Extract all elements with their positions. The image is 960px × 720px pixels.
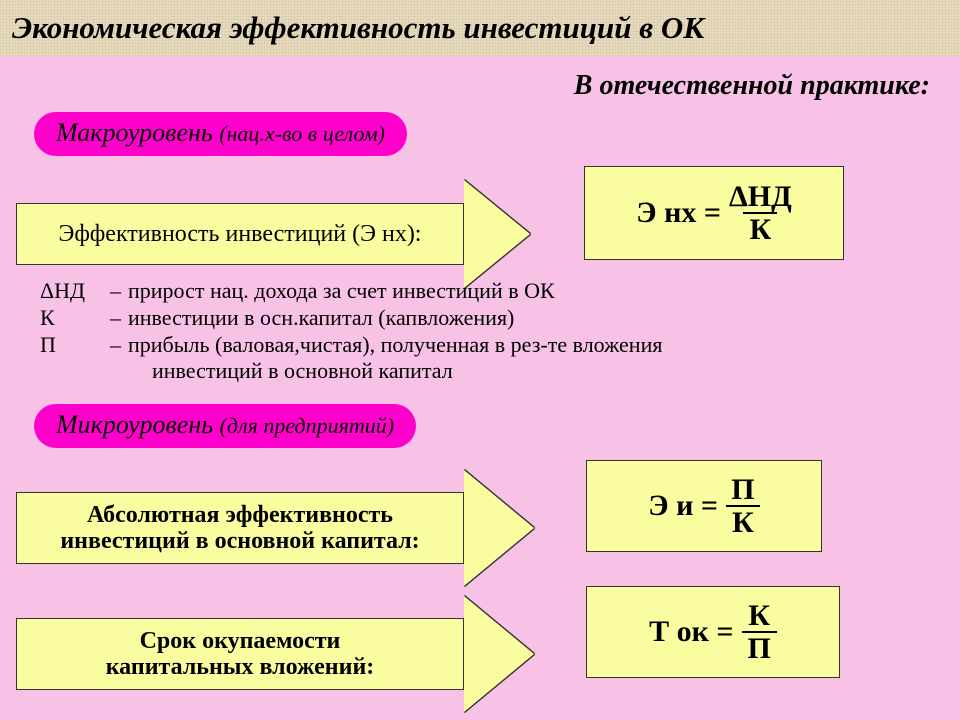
formula-tok-frac: К П — [742, 600, 777, 665]
formula-ei-den: К — [726, 505, 760, 539]
formula-enx-den: К — [743, 212, 777, 246]
arrow-payback-text: Срок окупаемостикапитальных вложений: — [106, 628, 375, 681]
arrow-abs-eff: Абсолютная эффективностьинвестиций в осн… — [16, 470, 534, 586]
formula-ei-frac: П К — [726, 474, 760, 539]
formula-enx-num: ΔНД — [729, 181, 792, 213]
formula-enx-frac: ΔНД К — [729, 181, 792, 246]
arrow-eff-nx-body: Эффективность инвестиций (Э нх): — [16, 203, 464, 265]
arrow-payback-body: Срок окупаемостикапитальных вложений: — [16, 618, 464, 690]
arrow-eff-nx: Эффективность инвестиций (Э нх): — [16, 180, 530, 288]
pill-micro: Микроуровень (для предприятий) — [34, 404, 416, 448]
formula-enx: Э нх = ΔНД К — [584, 166, 844, 260]
def-3-dash: – — [110, 332, 128, 359]
def-2-sym: К — [40, 305, 110, 332]
pill-micro-sub: (для предприятий) — [220, 413, 395, 438]
formula-tok: Т ок = К П — [586, 586, 840, 678]
arrow-abs-eff-text: Абсолютная эффективностьинвестиций в осн… — [60, 502, 419, 555]
subtitle: В отечественной практике: — [574, 70, 930, 102]
formula-tok-num: К — [748, 600, 770, 632]
def-row-2: К – инвестиции в осн.капитал (капвложени… — [40, 305, 920, 332]
arrow-payback: Срок окупаемостикапитальных вложений: — [16, 596, 534, 712]
pill-macro: Макроуровень (нац.х-во в целом) — [34, 112, 407, 156]
formula-tok-lhs: Т ок = — [649, 615, 733, 649]
arrow-payback-head-icon — [464, 596, 534, 712]
arrow-abs-eff-head-icon — [464, 470, 534, 586]
def-3-txt: прибыль (валовая,чистая), полученная в р… — [128, 332, 920, 359]
formula-ei-num: П — [731, 474, 754, 506]
arrow-eff-nx-text: Эффективность инвестиций (Э нх): — [59, 221, 422, 247]
pill-micro-main: Микроуровень — [56, 410, 220, 439]
pill-macro-sub: (нац.х-во в целом) — [219, 121, 385, 146]
def-3-sym: П — [40, 332, 110, 359]
formula-tok-den: П — [742, 631, 777, 665]
slide-stage: В отечественной практике: Макроуровень (… — [0, 56, 960, 720]
def-1-txt: прирост нац. дохода за счет инвестиций в… — [128, 278, 920, 305]
def-2-dash: – — [110, 305, 128, 332]
arrow-eff-nx-head-icon — [464, 180, 530, 288]
def-1-dash: – — [110, 278, 128, 305]
def-1-sym: ΔНД — [40, 278, 110, 305]
arrow-abs-eff-body: Абсолютная эффективностьинвестиций в осн… — [16, 492, 464, 564]
header-bar: Экономическая эффективность инвестиций в… — [0, 0, 960, 56]
definitions-block: ΔНД – прирост нац. дохода за счет инвест… — [40, 278, 920, 385]
def-row-3: П – прибыль (валовая,чистая), полученная… — [40, 332, 920, 359]
def-2-txt: инвестиции в осн.капитал (капвложения) — [128, 305, 920, 332]
page-title: Экономическая эффективность инвестиций в… — [12, 10, 704, 46]
formula-ei-lhs: Э и = — [648, 489, 718, 523]
def-3b-txt: инвестиций в основной капитал — [40, 358, 920, 385]
formula-enx-lhs: Э нх = — [636, 196, 721, 230]
pill-macro-main: Макроуровень — [56, 118, 219, 147]
formula-ei: Э и = П К — [586, 460, 822, 552]
def-row-1: ΔНД – прирост нац. дохода за счет инвест… — [40, 278, 920, 305]
